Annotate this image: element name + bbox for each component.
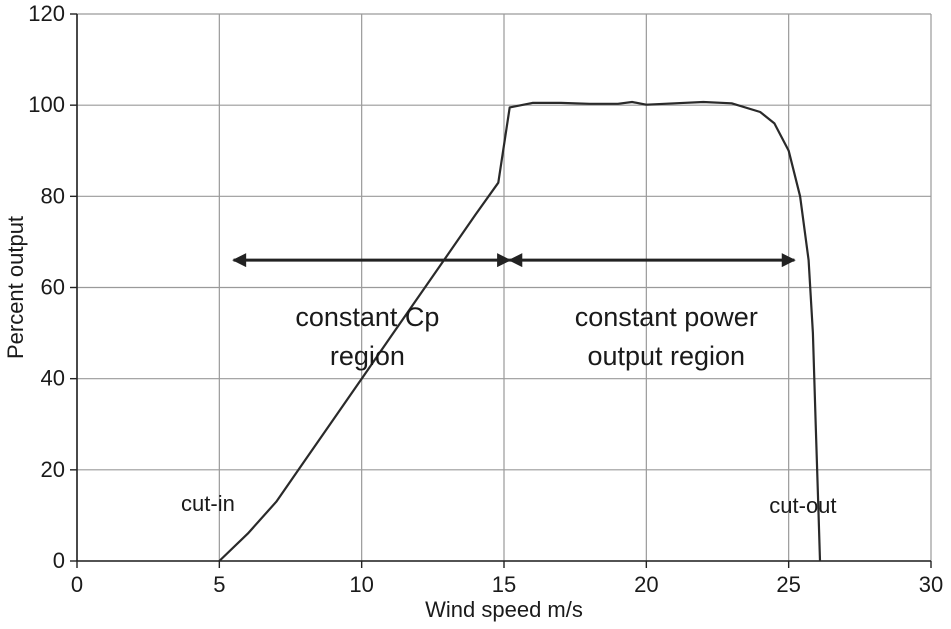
annotation-output-region: output region (587, 341, 745, 371)
annotation-cut-in: cut-in (181, 491, 235, 516)
x-tick-label: 20 (634, 572, 658, 597)
y-tick-label: 100 (28, 92, 65, 117)
x-tick-label: 5 (213, 572, 225, 597)
x-tick-label: 0 (71, 572, 83, 597)
power-curve-line (218, 100, 822, 562)
x-axis-title: Wind speed m/s (425, 597, 583, 622)
annotation-cut-out: cut-out (769, 493, 836, 518)
y-tick-label: 80 (41, 183, 65, 208)
y-tick-label: 60 (41, 275, 65, 300)
x-tick-label: 15 (492, 572, 516, 597)
annotation-region: region (330, 341, 405, 371)
y-tick-label: 20 (41, 457, 65, 482)
annotation-constant-cp: constant Cp (295, 302, 439, 332)
y-tick-label: 0 (53, 548, 65, 573)
y-axis-title: Percent output (3, 216, 28, 359)
x-tick-label: 25 (776, 572, 800, 597)
x-tick-label: 10 (349, 572, 373, 597)
x-tick-label: 30 (919, 572, 943, 597)
y-tick-label: 120 (28, 1, 65, 26)
y-tick-label: 40 (41, 366, 65, 391)
annotation-constant-power: constant power (575, 302, 758, 332)
